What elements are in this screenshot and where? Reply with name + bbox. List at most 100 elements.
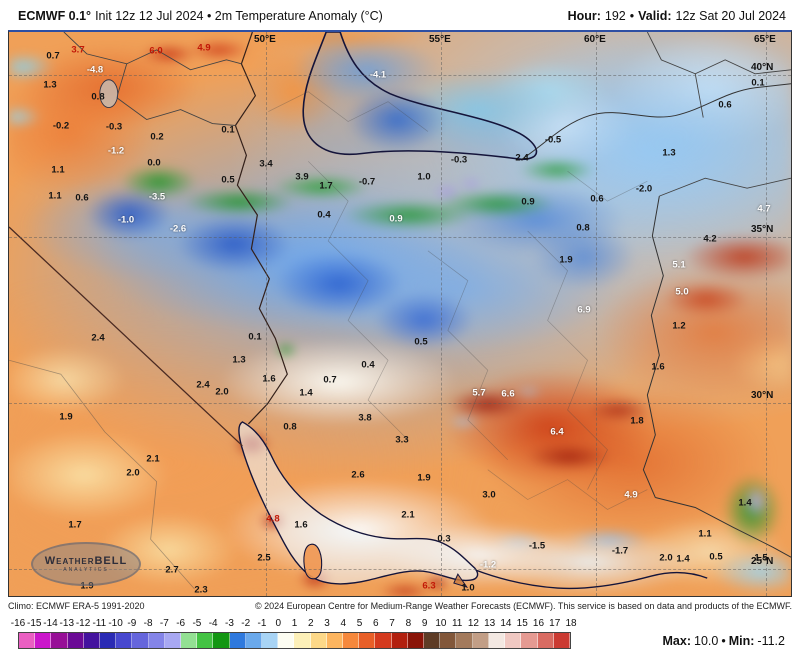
scale-cell (262, 633, 279, 648)
anomaly-value-label: 0.4 (361, 359, 375, 371)
anomaly-value-label: 4.9 (197, 42, 211, 54)
anomaly-value-label: 0.9 (389, 213, 403, 225)
hour-value: 192 (604, 8, 626, 23)
anomaly-value-label: 4.2 (703, 233, 717, 245)
anomaly-value-label: 0.7 (323, 374, 337, 386)
scale-cell (67, 633, 84, 648)
scale-tick: 6 (373, 618, 379, 629)
anomaly-value-label: -0.7 (358, 176, 376, 188)
scale-cell (407, 633, 425, 648)
scale-cell (424, 633, 441, 648)
coastlines-and-borders (9, 32, 791, 590)
parallel-line (9, 403, 791, 404)
valid-value: 12z Sat 20 Jul 2024 (675, 8, 787, 23)
anomaly-value-label: 1.3 (43, 79, 57, 91)
anomaly-value-label: 0.3 (437, 533, 451, 545)
scale-cell (359, 633, 376, 648)
scale-tick: 2 (307, 618, 314, 629)
scale-tick: -16 (10, 618, 26, 629)
scale-tick: -9 (127, 618, 137, 629)
scale-cell (553, 633, 570, 648)
anomaly-value-label: 6.3 (422, 580, 436, 592)
anomaly-value-label: 1.9 (559, 254, 573, 266)
scale-cell (245, 633, 263, 648)
anomaly-value-label: 1.9 (417, 472, 431, 484)
oman-gulf-coast (475, 569, 708, 590)
anomaly-value-label: 3.7 (71, 44, 85, 56)
scale-tick: 5 (356, 618, 363, 629)
anomaly-value-label: 0.2 (150, 131, 164, 143)
logo-text: WeatherBELL (44, 555, 128, 567)
parallel-label: 25°N (751, 556, 774, 567)
scale-cell (229, 633, 246, 648)
anomaly-value-label: 0.5 (414, 336, 428, 348)
anomaly-value-label: 0.4 (317, 209, 331, 221)
anomaly-value-label: 2.4 (91, 332, 105, 344)
scale-cell (505, 633, 522, 648)
scale-cell (488, 633, 506, 648)
anomaly-value-label: 3.9 (295, 171, 309, 183)
color-scale: -16 -15 -14 -13 -12 -11 -10 -9 -8 -7 -6 -5 -4 -3 -2 -1 0… (0, 614, 800, 657)
anomaly-value-label: 1.6 (651, 361, 665, 373)
anomaly-value-label: -2.6 (169, 223, 187, 235)
separator-bullet: • (629, 8, 635, 23)
anomaly-value-label: -0.5 (544, 134, 562, 146)
anomaly-value-label: 3.3 (395, 434, 409, 446)
max-value: 10.0 (694, 634, 719, 648)
scale-cell (375, 633, 392, 648)
parallel-label: 40°N (751, 62, 774, 73)
scale-tick: 10 (435, 618, 447, 629)
qatar-outline (303, 543, 323, 580)
anomaly-value-label: -4.8 (86, 64, 104, 76)
scale-cell (472, 633, 489, 648)
anomaly-value-label: 0.8 (576, 222, 590, 234)
scale-tick: 18 (565, 618, 577, 629)
scale-cell (310, 633, 327, 648)
scale-tick: -12 (75, 618, 91, 629)
scale-cell (35, 633, 52, 648)
scale-color-bar (18, 632, 571, 649)
parallel-line (9, 569, 791, 570)
anomaly-value-label: 0.5 (221, 174, 235, 186)
parallel-line (9, 237, 791, 238)
scale-tick: 4 (340, 618, 347, 629)
anomaly-value-label: 3.0 (482, 489, 496, 501)
scale-tick: 3 (324, 618, 330, 629)
anomaly-value-label: 1.4 (299, 387, 313, 399)
scale-tick: -2 (241, 618, 251, 629)
anomaly-value-label: -1.5 (528, 540, 546, 552)
anomaly-value-label: 0.6 (590, 193, 604, 205)
anomaly-value-label: 5.0 (675, 286, 689, 298)
anomaly-value-label: 1.1 (51, 164, 65, 176)
anomaly-value-label: 6.0 (149, 45, 163, 57)
anomaly-value-label: 4.9 (624, 489, 638, 501)
anomaly-value-label: 1.4 (676, 553, 690, 565)
anomaly-value-label: -1.0 (117, 214, 135, 226)
meridian-label: 60°E (584, 34, 606, 45)
anomaly-value-label: 1.7 (68, 519, 82, 531)
scale-cell (213, 633, 230, 648)
scale-tick: -4 (208, 618, 218, 629)
anomaly-value-label: 1.1 (48, 190, 62, 202)
persian-gulf-outline (238, 421, 479, 585)
scale-cell (132, 633, 149, 648)
anomaly-value-label: 2.4 (196, 379, 210, 391)
anomaly-value-label: 1.5 (754, 552, 768, 564)
anomaly-value-label: 1.1 (698, 528, 712, 540)
anomaly-value-label: 2.7 (165, 564, 179, 576)
parallel-label: 30°N (751, 390, 774, 401)
attribution-bar: Climo: ECMWF ERA-5 1991-2020 © 2024 Euro… (8, 599, 792, 613)
meridian-line (441, 32, 442, 596)
scale-tick: 11 (451, 618, 463, 629)
anomaly-value-label: 2.0 (659, 552, 673, 564)
scale-tick: -10 (108, 618, 123, 629)
scale-tick: -8 (143, 618, 153, 629)
anomaly-value-label: 6.9 (577, 304, 591, 316)
anomaly-value-label: 0.1 (751, 77, 765, 89)
anomaly-value-label: 1.6 (262, 373, 276, 385)
anomaly-value-label: -2.0 (635, 183, 653, 195)
min-value: -11.2 (757, 634, 785, 648)
climo-note: Climo: ECMWF ERA-5 1991-2020 (8, 601, 145, 611)
anomaly-value-label: 2.5 (257, 552, 271, 564)
saudi-internal-border (9, 359, 195, 590)
